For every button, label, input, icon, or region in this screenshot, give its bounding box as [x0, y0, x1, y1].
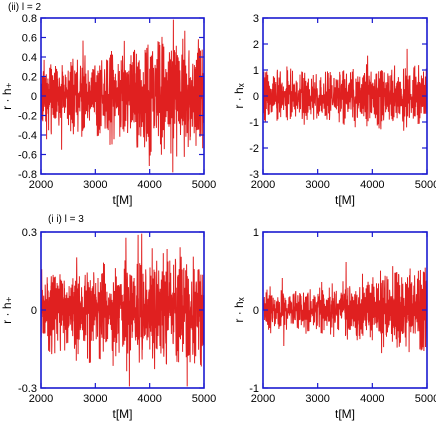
y-tick-label: -0.2: [18, 111, 37, 123]
x-tick-label: 2000: [251, 179, 275, 191]
y-tick-label: -3: [249, 169, 259, 181]
y-tick-label: -0.3: [18, 383, 37, 395]
x-tick-label: 2000: [29, 393, 53, 405]
waveform-series-line: [262, 48, 428, 131]
chart-panel-1: 2000 3000 4000 5000 -0.8 -0.6 -0.4 -0.2 0 0.2 0.4 0…: [0, 13, 216, 207]
y-tick-label: -0.8: [18, 169, 37, 181]
x-tick-label: 5000: [415, 393, 436, 405]
y-axis-label: r · h₊: [0, 82, 14, 110]
x-tick-label: 4000: [360, 179, 384, 191]
panel-title-l2: (ii) l = 2: [8, 2, 42, 13]
waveform-series-line: [262, 261, 428, 354]
y-tick-label: 0.8: [22, 13, 37, 25]
x-tick-label: 2000: [251, 393, 275, 405]
y-axis-label: r · h₊: [0, 296, 14, 324]
x-tick-label: 5000: [415, 179, 436, 191]
y-tick-label: 0.2: [22, 72, 37, 84]
y-tick-label: -0.6: [18, 150, 37, 162]
x-tick-label: 3000: [83, 179, 107, 191]
y-tick-label: -1: [249, 383, 259, 395]
y-tick-label: 0.3: [22, 227, 37, 239]
chart-panel-3: 2000 3000 4000 5000 -0.3 0 0.3 t[M] r · h₊: [0, 227, 216, 421]
x-axis-label: t[M]: [335, 193, 355, 207]
x-tick-label: 3000: [83, 393, 107, 405]
panels: 2000 3000 4000 5000-0.8-0.6-0.4-0.200.20.40…: [0, 13, 436, 421]
chart-panel-2: 2000 3000 4000 5000 -3 -2 -1 0 1 2 3 t[M] r · hₓ: [232, 13, 436, 207]
y-tick-label: 1: [253, 65, 259, 77]
waveform-series-line: [40, 233, 205, 387]
x-axis-label: t[M]: [113, 193, 133, 207]
x-tick-label: 4000: [360, 393, 384, 405]
y-tick-label: 0.4: [22, 52, 37, 64]
chart-panel-4: 2000 3000 4000 5000 -1 0 1 t[M] r · hₓ: [232, 227, 436, 421]
x-tick-label: 3000: [305, 179, 329, 191]
y-tick-label: 2: [253, 39, 259, 51]
x-tick-label: 5000: [192, 393, 216, 405]
y-tick-label: 0.6: [22, 33, 37, 45]
y-tick-label: 0: [31, 91, 37, 103]
y-tick-label: -2: [249, 143, 259, 155]
y-tick-label: 0: [31, 305, 37, 317]
y-tick-label: -0.4: [18, 130, 37, 142]
x-tick-label: 3000: [305, 393, 329, 405]
y-tick-label: 3: [253, 13, 259, 25]
x-axis-label: t[M]: [335, 407, 355, 421]
x-tick-label: 4000: [137, 179, 161, 191]
y-tick-label: 0: [253, 305, 259, 317]
x-axis-label: t[M]: [113, 407, 133, 421]
y-axis-label: r · hₓ: [232, 297, 246, 322]
x-tick-label: 5000: [192, 179, 216, 191]
waveform-series-line: [40, 19, 205, 173]
y-axis-label: r · hₓ: [232, 83, 246, 108]
x-tick-label: 2000: [29, 179, 53, 191]
x-tick-label: 4000: [137, 393, 161, 405]
y-tick-label: 1: [253, 227, 259, 239]
y-tick-label: -1: [249, 117, 259, 129]
panel-title-l3: (i i) l = 3: [48, 214, 84, 225]
y-tick-label: 0: [253, 91, 259, 103]
